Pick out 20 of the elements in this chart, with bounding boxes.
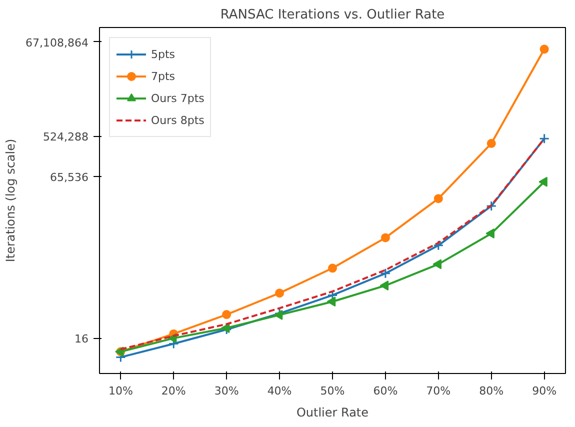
x-tick-label: 60% [373, 384, 398, 398]
x-tick-label: 50% [320, 384, 345, 398]
legend-label: Ours 7pts [151, 92, 204, 104]
y-axis-title: Iterations (log scale) [4, 138, 18, 262]
x-tick-label: 20% [161, 384, 186, 398]
y-tick-label: 16 [74, 332, 89, 346]
legend-label: 7pts [151, 70, 176, 82]
legend-label: Ours 8pts [151, 114, 204, 126]
y-tick-label: 65,536 [50, 171, 89, 184]
x-axis-title: Outlier Rate [296, 406, 369, 420]
y-tick-label: 524,288 [43, 130, 89, 144]
x-tick-label: 70% [426, 384, 451, 398]
x-tick-label: 10% [108, 384, 133, 398]
y-tick-label: 67,108,864 [26, 36, 89, 50]
legend-label: 5pts [151, 48, 176, 60]
x-tick-label: 30% [214, 384, 239, 398]
x-tick-label: 90% [532, 384, 557, 398]
x-tick-label: 40% [267, 384, 292, 398]
x-tick-label: 80% [479, 384, 504, 398]
chart-title: RANSAC Iterations vs. Outlier Rate [220, 8, 445, 22]
